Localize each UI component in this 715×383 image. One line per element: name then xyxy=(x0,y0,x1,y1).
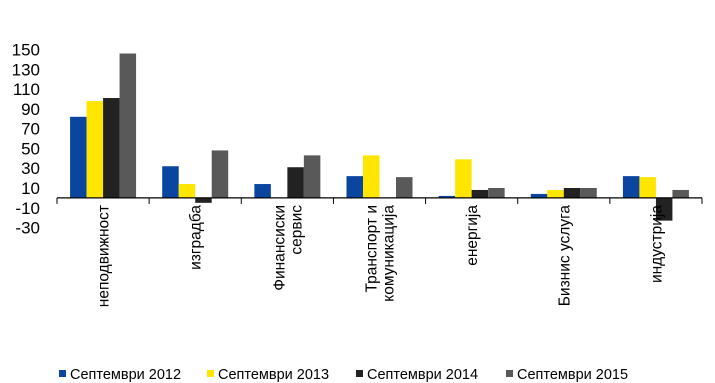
bar xyxy=(622,176,640,198)
bar xyxy=(363,155,380,198)
bar xyxy=(672,189,689,198)
bar xyxy=(287,167,304,198)
legend-label: Септември 2014 xyxy=(367,367,478,383)
legend-label: Септември 2012 xyxy=(70,367,181,383)
bar xyxy=(254,184,271,198)
bar xyxy=(488,188,505,198)
bar xyxy=(639,177,656,198)
legend-swatch xyxy=(356,370,363,377)
bar xyxy=(211,150,229,198)
bar xyxy=(70,116,87,198)
legend: Септември 2012 Септември 2013 Септември 20… xyxy=(59,367,628,383)
bar xyxy=(655,197,673,221)
y-tick-label: 50 xyxy=(21,139,40,158)
bar xyxy=(195,197,212,203)
y-tick-label: 110 xyxy=(13,80,40,99)
y-tick-label: 150 xyxy=(12,41,40,60)
legend-label: Септември 2015 xyxy=(517,367,628,383)
legend-swatch xyxy=(207,370,214,377)
x-category-label: Бизнис услуга xyxy=(556,205,573,307)
y-tick-label: -10 xyxy=(15,199,40,218)
y-tick-label: 90 xyxy=(21,100,40,119)
bar xyxy=(530,193,548,198)
bar xyxy=(303,155,321,198)
bar xyxy=(162,166,179,198)
x-category-label: неподвижност xyxy=(96,205,113,307)
bar xyxy=(346,176,363,198)
y-tick-label: 10 xyxy=(21,179,40,198)
bar xyxy=(86,100,104,198)
bar xyxy=(471,189,489,198)
bar xyxy=(580,188,597,198)
x-category-label: енергија xyxy=(464,205,481,266)
bar xyxy=(455,159,472,198)
bar xyxy=(178,184,196,198)
x-category-label: Финансискисервис xyxy=(271,205,305,291)
x-axis-labels: неподвижност изградба Финансискисервис Тран… xyxy=(96,205,666,308)
y-tick-label: -30 xyxy=(15,219,40,238)
x-category-label: Транспорт икомуникација xyxy=(364,205,398,302)
x-category-label: изградба xyxy=(188,205,205,270)
x-axis-separators xyxy=(56,197,703,204)
y-tick-label: 70 xyxy=(21,120,40,139)
bar xyxy=(547,189,564,198)
bars xyxy=(70,53,689,221)
legend-swatch xyxy=(59,370,66,377)
bar xyxy=(103,98,120,198)
bar xyxy=(438,195,456,198)
x-category-label: индустрија xyxy=(648,205,665,283)
y-tick-label: 30 xyxy=(21,159,40,178)
bar xyxy=(119,53,137,198)
legend-label: Септември 2013 xyxy=(218,367,329,383)
bar xyxy=(396,177,413,198)
bar xyxy=(563,188,581,198)
legend-swatch xyxy=(506,370,513,377)
y-tick-label: 130 xyxy=(12,60,40,79)
